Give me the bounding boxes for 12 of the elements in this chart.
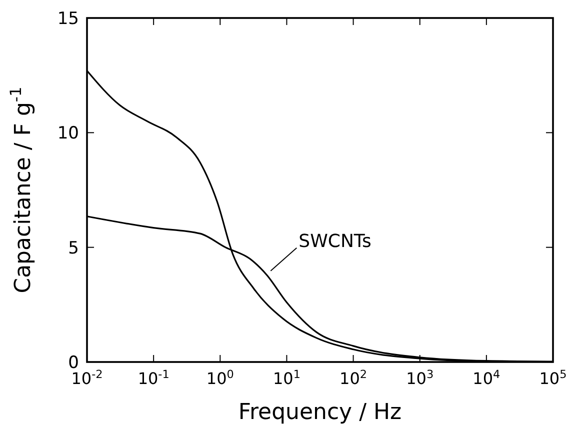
x-tick-label: 10$^{3}$ — [406, 368, 434, 388]
y-tick-label: 10 — [57, 124, 79, 144]
x-tick-label: 10$^{5}$ — [539, 368, 567, 388]
x-tick-label: 10$^{0}$ — [206, 368, 234, 388]
x-tick-label: 10$^{4}$ — [472, 368, 500, 388]
text: SWCNTs — [298, 230, 372, 252]
y-tick-label: 5 — [68, 238, 79, 258]
x-tick-label: 10$^{2}$ — [340, 368, 368, 388]
x-tick-label: 10$^{-1}$ — [138, 368, 170, 388]
y-tick-label: 15 — [57, 9, 79, 29]
x-tick-label: 10$^{1}$ — [272, 368, 300, 388]
x-axis-title: Frequency / Hz — [238, 400, 402, 425]
